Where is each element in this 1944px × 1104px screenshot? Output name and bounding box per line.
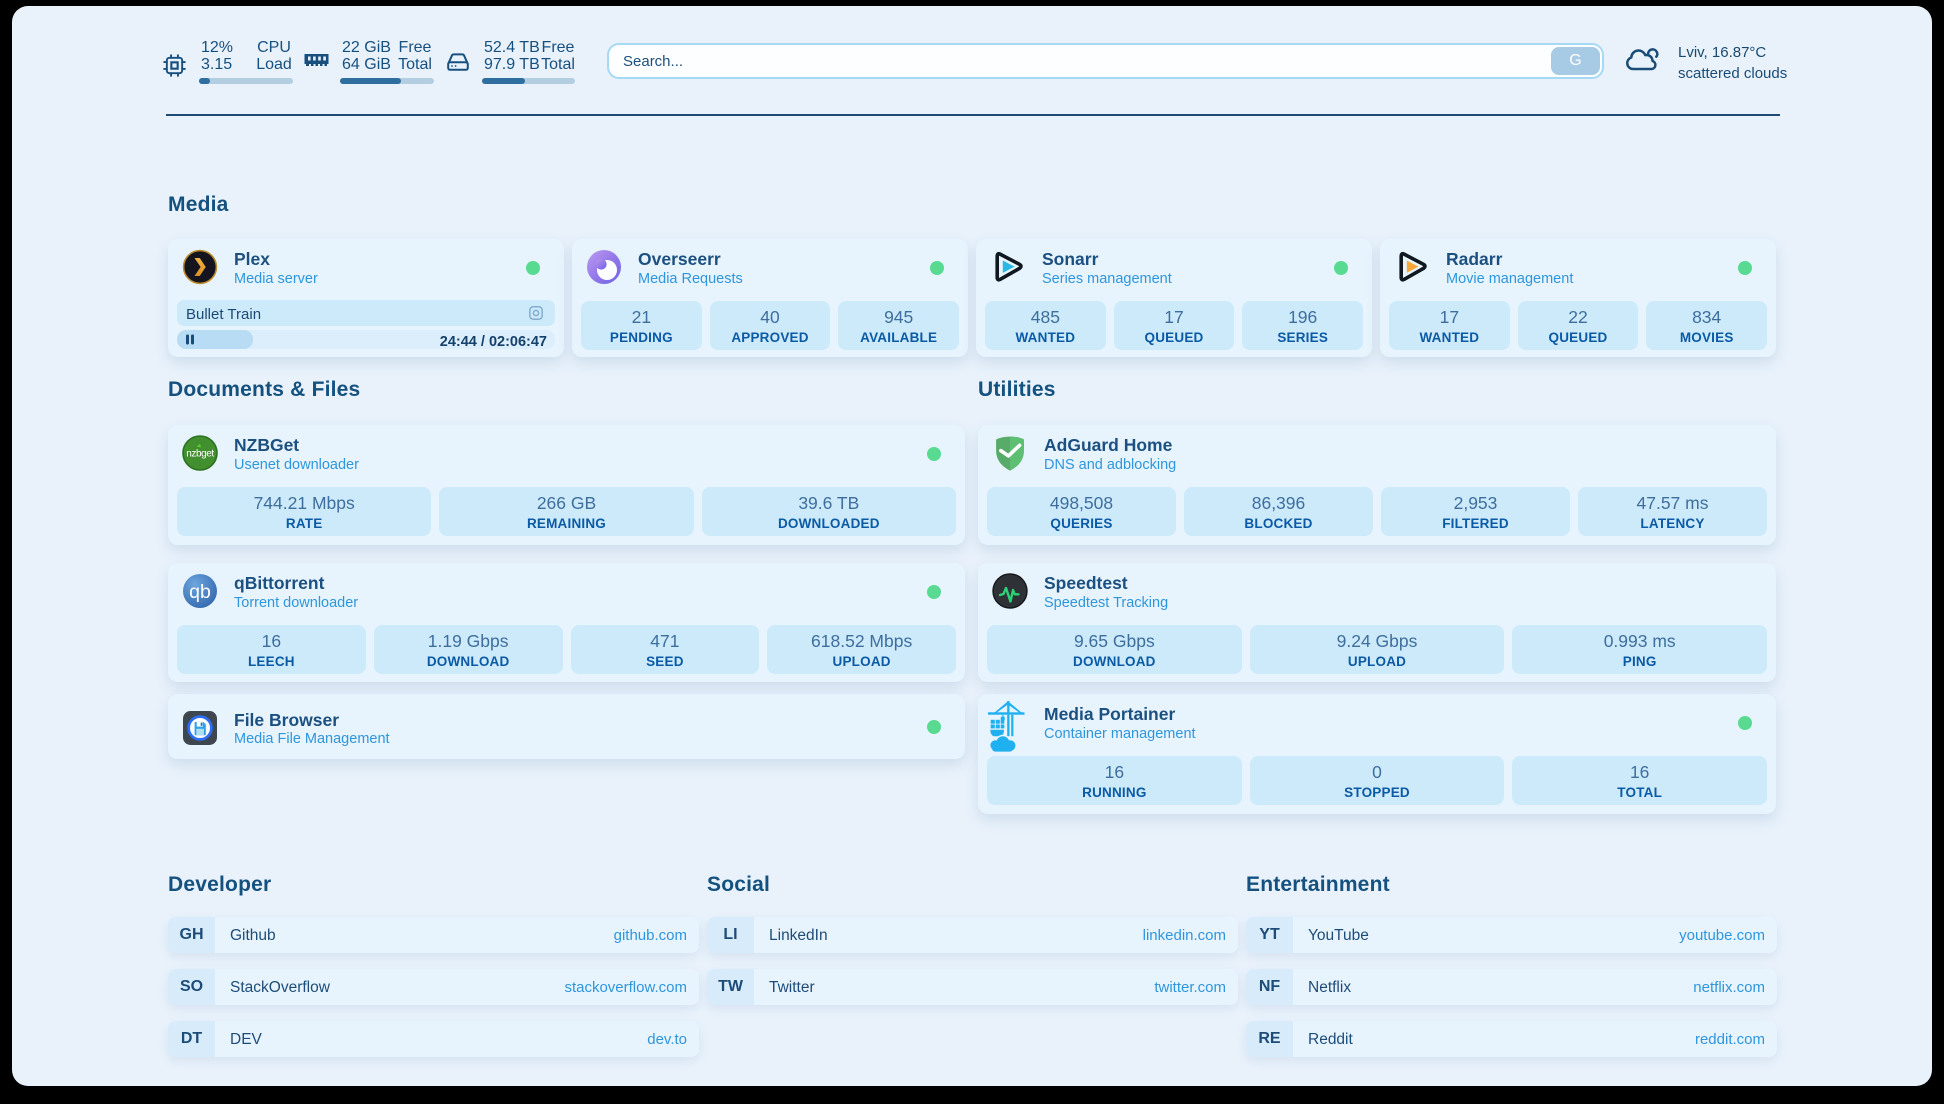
svg-text:qb: qb bbox=[189, 581, 211, 603]
svg-text:nzbget: nzbget bbox=[186, 449, 214, 460]
